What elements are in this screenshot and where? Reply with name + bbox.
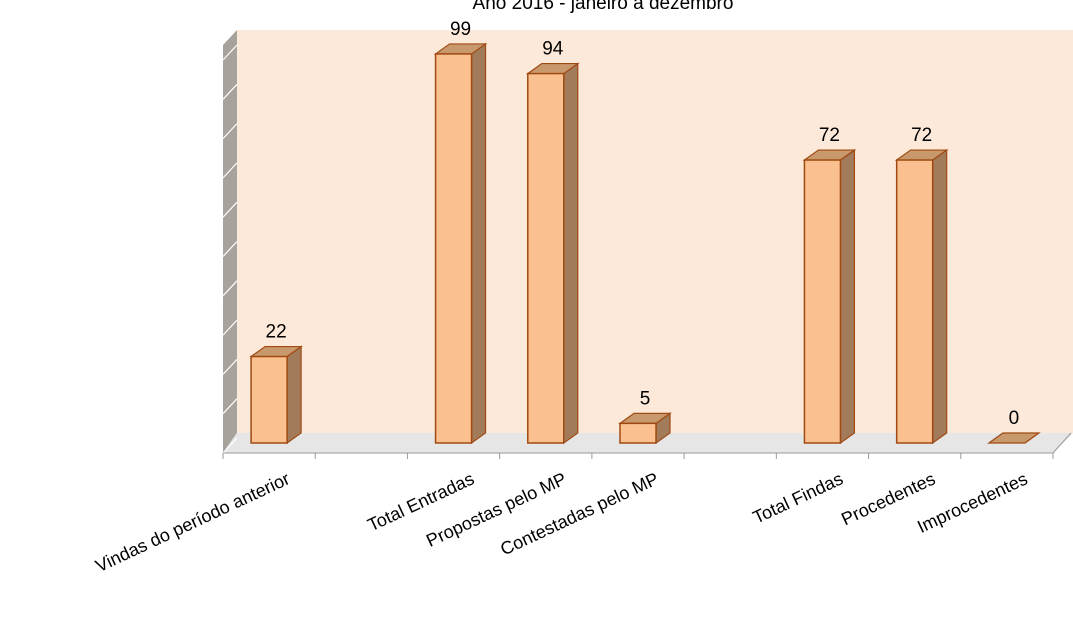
bar — [802, 148, 857, 445]
chart-title: Ano 2016 - janeiro a dezembro — [473, 0, 734, 14]
wall-tick — [222, 123, 238, 140]
x-axis — [222, 432, 1072, 459]
wall-tick — [222, 280, 238, 297]
bar-front — [250, 355, 288, 444]
data-label: 72 — [819, 125, 840, 146]
bars — [249, 42, 1041, 445]
wall-tick — [222, 437, 238, 454]
data-label: 94 — [542, 39, 564, 60]
category-labels: Vindas do período anterior Total Entradas… — [92, 468, 1030, 576]
wall-tick — [222, 201, 238, 218]
bar-side — [286, 345, 302, 445]
data-label: 22 — [266, 322, 287, 343]
bar — [433, 42, 488, 445]
bar-front — [527, 72, 565, 444]
bar — [987, 432, 1041, 444]
wall-tick — [222, 162, 238, 179]
data-label: 99 — [450, 19, 471, 40]
bar-front — [619, 422, 657, 444]
bar-side — [932, 148, 948, 445]
bar — [249, 345, 303, 445]
plot-back-wall — [237, 30, 1073, 433]
bar — [894, 148, 949, 445]
wall-tick — [222, 358, 238, 375]
category-label: Contestadas pelo MP — [497, 468, 661, 559]
bar-top — [987, 432, 1041, 444]
bar-side — [839, 148, 856, 445]
x-axis-depth-line — [1052, 432, 1072, 454]
plot-side-wall — [223, 30, 237, 453]
bar-front — [803, 159, 842, 444]
wall-tick — [222, 44, 238, 61]
wall-tick — [222, 241, 238, 257]
bar — [525, 62, 580, 445]
data-label: 0 — [1009, 408, 1020, 429]
wall-tick — [222, 319, 238, 336]
wall-tick — [222, 83, 238, 100]
data-labels: 22 99 94 5 72 72 0 — [266, 19, 1020, 429]
data-label: 5 — [640, 388, 651, 409]
category-label: Total Findas — [750, 468, 846, 527]
bar — [618, 412, 672, 445]
wall-tick — [222, 398, 238, 415]
bar-side — [563, 62, 579, 445]
data-label: 72 — [911, 125, 932, 146]
bar-front — [895, 159, 934, 444]
category-label: Vindas do período anterior — [92, 468, 292, 576]
bar-front — [434, 53, 473, 444]
bar-side — [470, 42, 487, 445]
y-axis-wall-ticks — [222, 44, 238, 454]
